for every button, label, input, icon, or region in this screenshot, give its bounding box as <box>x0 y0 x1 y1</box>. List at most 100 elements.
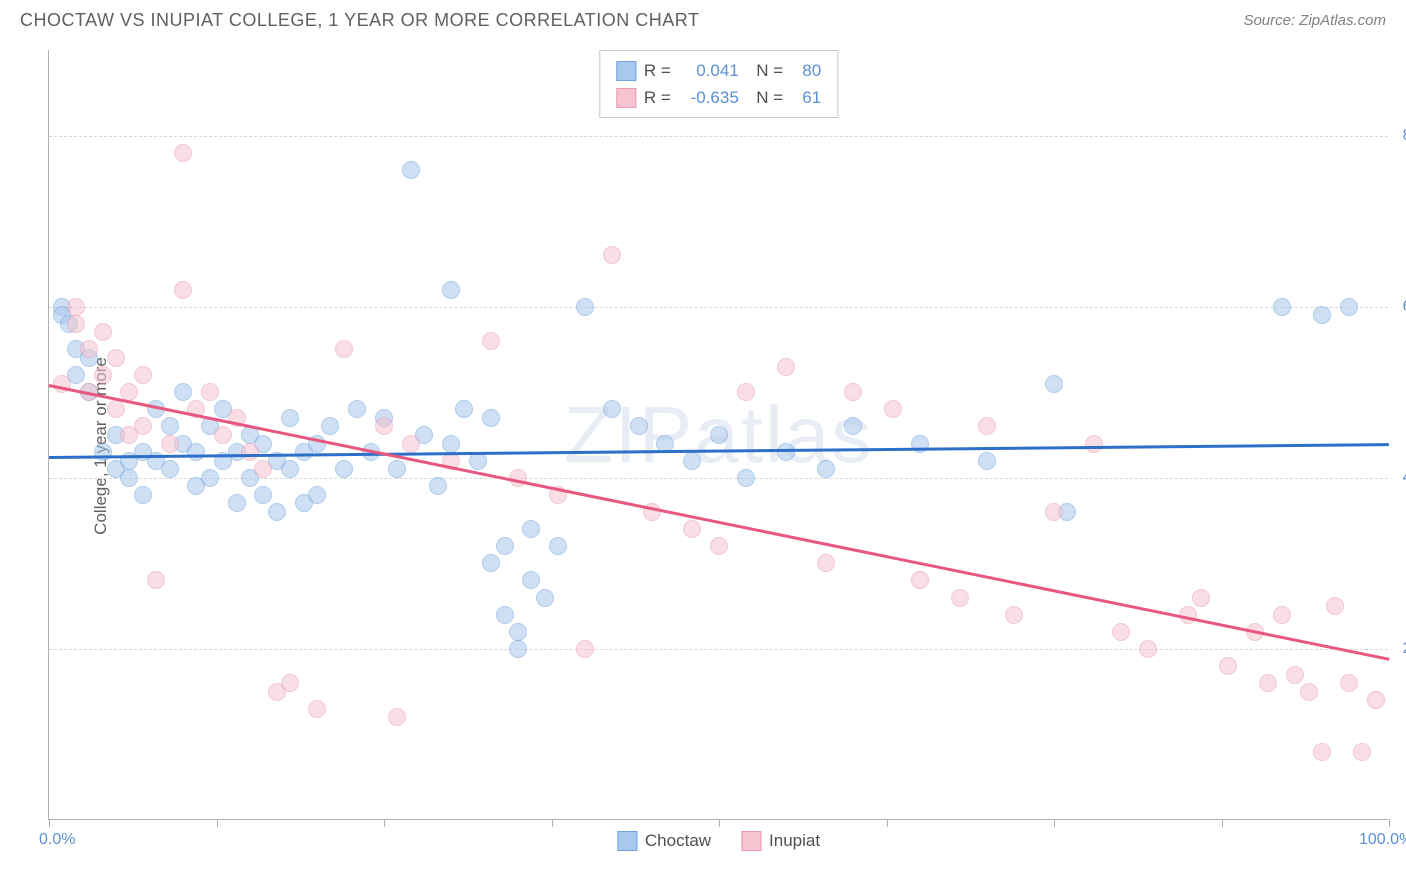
scatter-point <box>911 571 929 589</box>
scatter-point <box>281 460 299 478</box>
scatter-point <box>94 443 112 461</box>
scatter-point <box>308 700 326 718</box>
scatter-point <box>978 452 996 470</box>
scatter-point <box>321 417 339 435</box>
scatter-point <box>777 443 795 461</box>
scatter-point <box>241 443 259 461</box>
legend-n-value: 61 <box>791 84 821 111</box>
scatter-point <box>335 460 353 478</box>
legend-swatch <box>741 831 761 851</box>
scatter-point <box>1367 691 1385 709</box>
y-tick-label: 20.0% <box>1403 640 1406 658</box>
legend-r-value: 0.041 <box>679 57 739 84</box>
scatter-point <box>94 323 112 341</box>
scatter-point <box>254 460 272 478</box>
scatter-point <box>1259 674 1277 692</box>
scatter-point <box>1192 589 1210 607</box>
scatter-point <box>174 281 192 299</box>
x-tick <box>1389 819 1390 827</box>
scatter-point <box>335 340 353 358</box>
scatter-point <box>134 417 152 435</box>
scatter-point <box>388 460 406 478</box>
scatter-point <box>348 400 366 418</box>
x-tick <box>552 819 553 827</box>
scatter-point <box>1340 674 1358 692</box>
legend-row: R = 0.041 N = 80 <box>616 57 821 84</box>
scatter-point <box>80 340 98 358</box>
legend-n-label: N = <box>747 84 783 111</box>
series-legend: Choctaw Inupiat <box>617 831 820 851</box>
scatter-point <box>1139 640 1157 658</box>
scatter-point <box>67 315 85 333</box>
scatter-point <box>496 537 514 555</box>
x-tick-label: 0.0% <box>39 831 75 849</box>
scatter-point <box>1112 623 1130 641</box>
scatter-point <box>375 417 393 435</box>
scatter-point <box>536 589 554 607</box>
scatter-point <box>94 366 112 384</box>
legend-label: Inupiat <box>769 831 820 851</box>
scatter-point <box>522 520 540 538</box>
scatter-point <box>1300 683 1318 701</box>
legend-r-label: R = <box>644 84 671 111</box>
legend-row: R = -0.635 N = 61 <box>616 84 821 111</box>
scatter-point <box>1045 503 1063 521</box>
scatter-point <box>308 486 326 504</box>
x-tick <box>887 819 888 827</box>
x-tick-label: 100.0% <box>1359 831 1406 849</box>
x-tick <box>1054 819 1055 827</box>
scatter-point <box>1273 298 1291 316</box>
scatter-point <box>1313 306 1331 324</box>
scatter-point <box>576 298 594 316</box>
legend-item: Choctaw <box>617 831 711 851</box>
x-tick <box>719 819 720 827</box>
scatter-point <box>214 426 232 444</box>
legend-swatch <box>617 831 637 851</box>
scatter-point <box>549 537 567 555</box>
scatter-point <box>1219 657 1237 675</box>
correlation-legend: R = 0.041 N = 80R = -0.635 N = 61 <box>599 50 838 118</box>
scatter-point <box>254 486 272 504</box>
gridline <box>49 649 1388 650</box>
scatter-point <box>603 246 621 264</box>
scatter-point <box>978 417 996 435</box>
scatter-point <box>482 332 500 350</box>
scatter-point <box>228 494 246 512</box>
scatter-point <box>1273 606 1291 624</box>
gridline <box>49 136 1388 137</box>
legend-r-value: -0.635 <box>679 84 739 111</box>
chart-header: CHOCTAW VS INUPIAT COLLEGE, 1 YEAR OR MO… <box>0 0 1406 39</box>
y-tick-label: 80.0% <box>1403 127 1406 145</box>
legend-r-label: R = <box>644 57 671 84</box>
scatter-point <box>201 383 219 401</box>
scatter-point <box>201 469 219 487</box>
scatter-point <box>187 443 205 461</box>
scatter-point <box>442 281 460 299</box>
scatter-point <box>161 460 179 478</box>
scatter-point <box>509 623 527 641</box>
scatter-point <box>107 349 125 367</box>
scatter-point <box>67 298 85 316</box>
scatter-point <box>1286 666 1304 684</box>
scatter-point <box>603 400 621 418</box>
scatter-point <box>683 452 701 470</box>
scatter-point <box>268 503 286 521</box>
scatter-point <box>844 383 862 401</box>
scatter-point <box>1313 743 1331 761</box>
scatter-point <box>777 358 795 376</box>
scatter-point <box>134 486 152 504</box>
legend-n-label: N = <box>747 57 783 84</box>
scatter-point <box>134 366 152 384</box>
scatter-point <box>442 435 460 453</box>
chart-plot-area: ZIPatlas 20.0%40.0%60.0%80.0%0.0%100.0%R… <box>48 50 1388 820</box>
scatter-point <box>1340 298 1358 316</box>
scatter-point <box>429 477 447 495</box>
scatter-point <box>482 554 500 572</box>
scatter-point <box>1353 743 1371 761</box>
scatter-point <box>509 640 527 658</box>
scatter-point <box>107 400 125 418</box>
scatter-point <box>884 400 902 418</box>
scatter-point <box>817 554 835 572</box>
legend-swatch <box>616 88 636 108</box>
scatter-point <box>1005 606 1023 624</box>
